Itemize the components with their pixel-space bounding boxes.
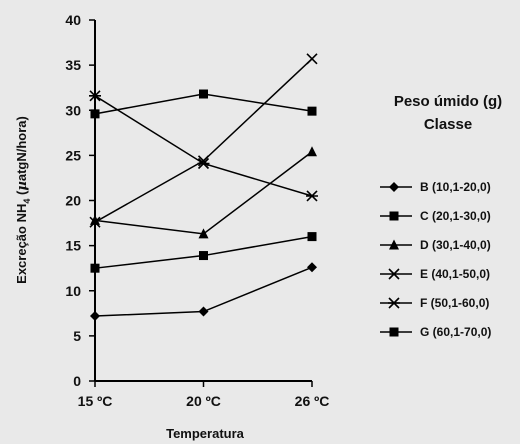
legend-marker (389, 182, 399, 192)
y-axis-title-subscript: 4 (22, 199, 32, 204)
x-tick-label: 20 ºC (186, 393, 221, 409)
y-ticks: 0 5 10 15 20 25 30 35 40 (65, 12, 95, 389)
legend-marker (388, 268, 400, 280)
y-axis-title-mu: µ (15, 181, 30, 191)
y-tick-label: 35 (65, 57, 81, 73)
y-axis-title-main: Excreção NH (14, 204, 29, 284)
y-axis-title-unit: atgN/hora) (14, 116, 29, 181)
data-point (90, 109, 100, 119)
data-point (307, 232, 317, 242)
data-point (307, 106, 317, 116)
data-point (306, 190, 318, 202)
legend-label: B (10,1-20,0) (420, 180, 491, 194)
y-tick-label: 0 (73, 373, 81, 389)
y-tick-label: 30 (65, 102, 81, 118)
series-line (94, 58, 313, 223)
x-ticks: 15 ºC 20 ºC 26 ºC (78, 381, 330, 409)
series-line (94, 95, 313, 197)
legend: Peso úmido (g) Classe B (10,1-20,0) C (20… (380, 93, 502, 339)
x-tick-label: 26 ºC (295, 393, 330, 409)
legend-marker (389, 327, 399, 337)
data-point (307, 146, 317, 157)
x-tick-label: 15 ºC (78, 393, 113, 409)
legend-label: C (20,1-30,0) (420, 209, 491, 223)
data-point (89, 90, 101, 102)
data-point (89, 216, 101, 228)
data-point (197, 157, 210, 170)
y-axis-title: Excreção NH4 (µatgN/hora) (14, 116, 32, 284)
legend-marker (389, 239, 399, 250)
data-point (199, 251, 208, 261)
x-axis-title: Temperatura (166, 426, 245, 441)
legend-marker (389, 211, 399, 221)
y-tick-label: 40 (65, 12, 81, 28)
legend-marker (388, 297, 400, 309)
data-point (90, 311, 100, 322)
legend-items: B (10,1-20,0) C (20,1-30,0) D (30,1-40,0) E… (380, 180, 491, 339)
legend-title-line-1: Peso úmido (g) (394, 93, 502, 110)
data-point (199, 89, 208, 99)
data-point (307, 262, 317, 273)
legend-label: G (60,1-70,0) (420, 325, 491, 339)
y-tick-label: 25 (65, 147, 81, 163)
legend-label: D (30,1-40,0) (420, 238, 491, 252)
legend-title-line-2: Classe (424, 116, 472, 133)
y-tick-label: 10 (65, 283, 81, 299)
data-point (198, 228, 209, 239)
data-point (306, 53, 318, 65)
y-tick-label: 20 (65, 193, 81, 209)
legend-label: F (50,1-60,0) (420, 296, 489, 310)
y-tick-label: 5 (73, 328, 81, 344)
data-point (90, 263, 100, 273)
legend-label: E (40,1-50,0) (420, 267, 490, 281)
data-point (90, 214, 100, 225)
y-axis-title-paren: ( (14, 190, 29, 199)
y-tick-label: 15 (65, 238, 81, 254)
series-markers (89, 53, 318, 322)
data-point (198, 306, 209, 317)
